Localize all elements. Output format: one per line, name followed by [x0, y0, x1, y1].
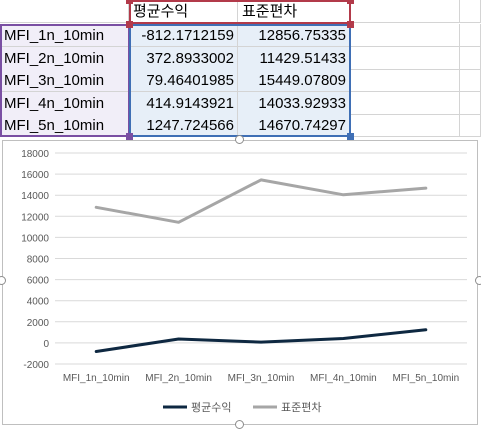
x-tick-label: MFI_4n_10min	[310, 373, 377, 384]
cell-empty[interactable]	[460, 92, 481, 115]
cell-header-mean[interactable]: 평균수익	[129, 0, 238, 23]
y-tick-label: 18000	[21, 149, 49, 160]
x-tick-label: MFI_1n_10min	[63, 373, 130, 384]
series-line-std	[94, 178, 428, 224]
cell-row-label[interactable]: MFI_4n_10min	[0, 92, 129, 115]
cell-std-value[interactable]: 14670.74297	[238, 114, 350, 137]
range-handle[interactable]	[347, 0, 354, 4]
x-tick-label: MFI_3n_10min	[228, 373, 295, 384]
cell-header-blank[interactable]	[0, 0, 129, 23]
spreadsheet-grid: 평균수익 표준편차 MFI_1n_10min -812.1712159 12856.75…	[0, 0, 481, 140]
cell-empty[interactable]	[460, 114, 481, 137]
cell-empty[interactable]	[460, 69, 481, 92]
cell-empty[interactable]	[350, 47, 460, 70]
y-tick-label: 0	[43, 339, 49, 350]
cell-empty[interactable]	[350, 114, 460, 137]
cell-header-std[interactable]: 표준편차	[238, 0, 350, 23]
cell-empty[interactable]	[460, 47, 481, 70]
y-tick-label: 12000	[21, 212, 49, 223]
series-line-mean	[94, 328, 428, 353]
cell-mean-value[interactable]: 1247.724566	[129, 114, 238, 137]
chart-resize-handle-bottom[interactable]	[235, 420, 244, 429]
y-tick-label: 14000	[21, 191, 49, 202]
cell-empty[interactable]	[350, 24, 460, 47]
cell-mean-value[interactable]: 372.8933002	[129, 47, 238, 70]
y-tick-label: 10000	[21, 233, 49, 244]
cell-row-label[interactable]: MFI_1n_10min	[0, 24, 129, 47]
cell-std-value[interactable]: 12856.75335	[238, 24, 350, 47]
cell-empty[interactable]	[350, 69, 460, 92]
cell-empty[interactable]	[350, 0, 460, 23]
range-handle[interactable]	[126, 21, 133, 28]
cell-row-label[interactable]: MFI_2n_10min	[0, 47, 129, 70]
cell-empty[interactable]	[460, 0, 481, 23]
range-handle[interactable]	[126, 133, 133, 140]
legend-mean-label: 평균수익	[191, 401, 231, 414]
chart-resize-handle-right[interactable]	[475, 276, 481, 285]
cell-std-value[interactable]: 11429.51433	[238, 47, 350, 70]
y-tick-label: 16000	[21, 170, 49, 181]
y-tick-label: 4000	[27, 297, 50, 308]
y-tick-label: 2000	[27, 318, 50, 329]
cell-mean-value[interactable]: 414.9143921	[129, 92, 238, 115]
chart-plot: 18000 16000 14000 12000 10000 8000 6000 4000 200…	[21, 149, 467, 414]
cell-empty[interactable]	[350, 92, 460, 115]
legend-std-label: 표준편차	[281, 401, 321, 414]
y-tick-label: 6000	[27, 276, 50, 287]
cell-mean-value[interactable]: -812.1712159	[129, 24, 238, 47]
x-tick-label: MFI_5n_10min	[392, 373, 459, 384]
cell-row-label[interactable]: MFI_5n_10min	[0, 114, 129, 137]
cell-std-value[interactable]: 15449.07809	[238, 69, 350, 92]
y-tick-label: -2000	[23, 360, 49, 371]
range-handle[interactable]	[126, 0, 133, 4]
x-tick-label: MFI_2n_10min	[145, 373, 212, 384]
cell-std-value[interactable]: 14033.92933	[238, 92, 350, 115]
chart-resize-handle-top[interactable]	[235, 135, 244, 144]
line-chart[interactable]: 18000 16000 14000 12000 10000 8000 6000 4000 200…	[2, 140, 478, 425]
cell-empty[interactable]	[460, 24, 481, 47]
cell-mean-value[interactable]: 79.46401985	[129, 69, 238, 92]
range-handle[interactable]	[347, 133, 354, 140]
y-tick-label: 8000	[27, 255, 50, 266]
chart-resize-handle-left[interactable]	[0, 276, 6, 285]
range-handle[interactable]	[347, 21, 354, 28]
cell-row-label[interactable]: MFI_3n_10min	[0, 69, 129, 92]
